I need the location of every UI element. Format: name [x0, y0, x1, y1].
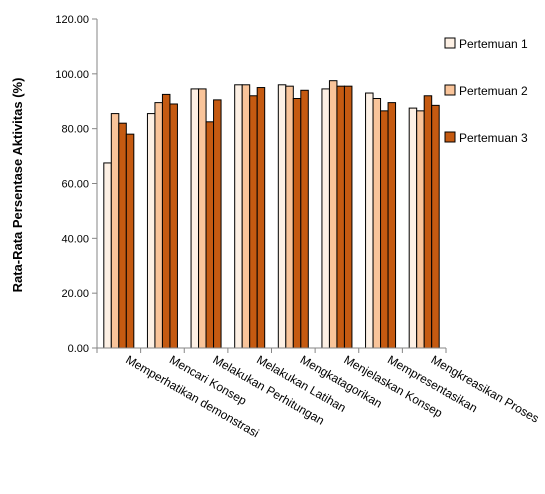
bar: [169, 103, 178, 349]
bar: [423, 95, 433, 349]
y-tick-label: 60.00: [61, 179, 89, 191]
bar: [321, 88, 330, 349]
legend-label: Pertemuan 1: [459, 37, 528, 51]
bar: [190, 88, 200, 349]
bar: [146, 113, 156, 349]
bars: [103, 80, 440, 349]
bar: [328, 80, 338, 349]
bar: [380, 110, 389, 349]
bar: [408, 107, 418, 349]
bar: [336, 85, 345, 349]
bar: [241, 84, 251, 349]
bar: [110, 113, 120, 349]
bar: [198, 88, 207, 349]
legend-swatch: [444, 131, 456, 143]
legend-label: Pertemuan 2: [459, 84, 528, 98]
bar: [431, 104, 440, 349]
bar: [249, 95, 258, 349]
bar: [154, 102, 163, 349]
bar: [234, 84, 243, 349]
bar: [365, 92, 374, 349]
y-tick-label: 40.00: [61, 233, 89, 245]
bar: [372, 98, 382, 349]
bar: [285, 85, 294, 349]
y-tick-label: 80.00: [61, 124, 89, 136]
legend-label: Pertemuan 3: [459, 131, 528, 145]
bar: [387, 102, 397, 349]
y-axis: 0.00 20.00 40.00 60.00 80.00 100.00 120.00: [55, 14, 98, 355]
y-axis-title: Rata-Rata Persentase Aktivitas (%): [10, 78, 25, 293]
bar: [125, 133, 135, 349]
bar: [213, 99, 222, 349]
bar: [118, 122, 127, 349]
bar: [103, 162, 112, 349]
y-tick-label: 20.00: [61, 288, 89, 300]
y-tick-label: 0.00: [68, 343, 89, 355]
bar: [205, 121, 215, 349]
legend-swatch: [444, 37, 456, 49]
bar: [292, 98, 302, 349]
legend-swatch: [444, 84, 456, 96]
bar: [256, 87, 266, 349]
y-tick-label: 120.00: [55, 14, 89, 26]
bar: [343, 85, 353, 349]
legend: Pertemuan 1 Pertemuan 2 Pertemuan 3: [444, 37, 528, 145]
bar: [161, 93, 171, 349]
bar: [300, 89, 309, 349]
bar: [277, 84, 287, 349]
bar: [416, 110, 425, 349]
y-tick-label: 100.00: [55, 69, 89, 81]
